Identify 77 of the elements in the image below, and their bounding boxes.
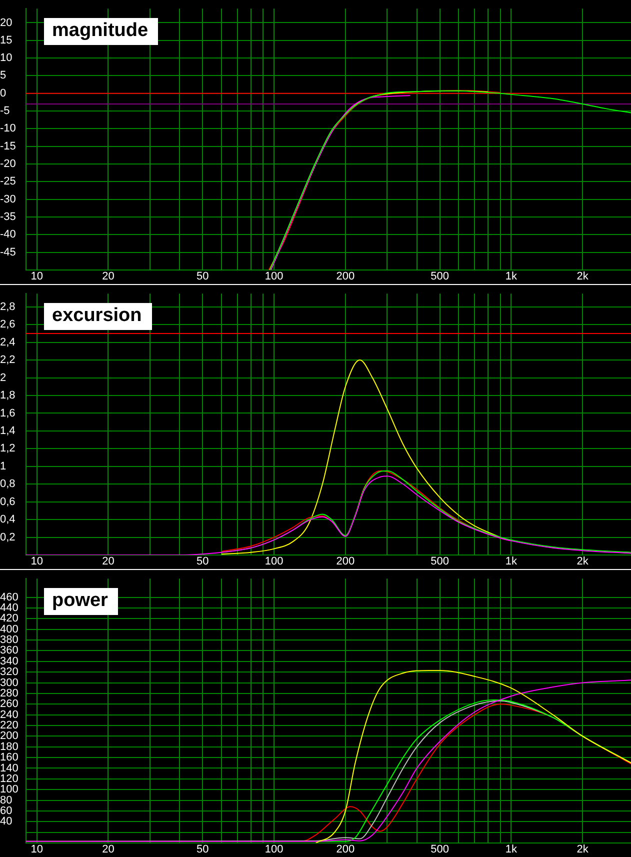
x-tick-label: 200 <box>336 270 355 283</box>
y-tick-label: 420 <box>0 612 18 625</box>
y-tick-label: 0,6 <box>0 496 16 508</box>
y-tick-label: 300 <box>0 676 18 689</box>
y-tick-label: 60 <box>0 804 12 817</box>
y-tick-label: 1,2 <box>0 442 16 455</box>
y-tick-label: -35 <box>0 211 16 224</box>
y-tick-label: 2,2 <box>0 354 16 366</box>
y-tick-label: -10 <box>0 122 16 135</box>
y-tick-label: 0,8 <box>0 478 16 490</box>
x-tick-label: 20 <box>102 270 114 283</box>
x-tick-label: 1k <box>505 556 518 568</box>
y-tick-label: 280 <box>0 687 18 700</box>
x-tick-label: 500 <box>430 556 449 568</box>
y-tick-label: 220 <box>0 720 18 732</box>
y-tick-label: 2,4 <box>0 336 16 348</box>
x-tick-label: 100 <box>264 270 284 283</box>
y-tick-label: -45 <box>0 246 16 258</box>
y-tick-label: -5 <box>0 105 10 118</box>
y-tick-label: -40 <box>0 228 16 241</box>
x-tick-label: 50 <box>196 556 209 568</box>
y-tick-label: -20 <box>0 158 16 170</box>
y-tick-label: 0,4 <box>0 514 16 526</box>
text: power <box>44 588 118 615</box>
x-tick-label: 2k <box>576 844 589 856</box>
y-tick-label: 5 <box>0 70 6 82</box>
y-tick-label: 260 <box>0 698 18 710</box>
y-tick-label: 180 <box>0 740 18 753</box>
y-tick-label: 1,6 <box>0 407 16 420</box>
y-tick-label: 1,4 <box>0 424 16 437</box>
x-tick-label: 10 <box>30 844 43 856</box>
text: excursion <box>44 303 152 330</box>
y-tick-label: 120 <box>0 772 18 785</box>
x-tick-label: 100 <box>264 844 284 856</box>
y-tick-label: 160 <box>0 752 18 764</box>
text: magnitude <box>44 18 158 45</box>
y-tick-label: -30 <box>0 193 16 206</box>
y-tick-label: 460 <box>0 591 18 604</box>
x-tick-label: 20 <box>102 844 114 856</box>
y-tick-label: 0 <box>0 87 6 100</box>
x-tick-label: 500 <box>430 844 449 856</box>
x-tick-label: 10 <box>30 270 43 283</box>
y-tick-label: 200 <box>0 730 18 742</box>
x-tick-label: 1k <box>505 844 518 856</box>
y-tick-label: 360 <box>0 644 18 657</box>
x-tick-label: 2k <box>576 556 589 568</box>
y-tick-label: 80 <box>0 794 12 806</box>
x-tick-label: 1k <box>505 270 518 283</box>
y-tick-label: 1 <box>0 460 6 472</box>
y-tick-label: -15 <box>0 140 16 152</box>
y-tick-label: 15 <box>0 34 12 46</box>
y-tick-label: 2,6 <box>0 318 16 331</box>
y-tick-label: 20 <box>0 16 12 29</box>
y-tick-label: 2 <box>0 372 6 384</box>
y-tick-label: 40 <box>0 816 12 828</box>
y-tick-label: 440 <box>0 602 18 614</box>
y-tick-label: 340 <box>0 655 18 668</box>
y-tick-label: 320 <box>0 666 18 678</box>
y-tick-label: 1,8 <box>0 390 16 402</box>
y-tick-label: 100 <box>0 784 18 796</box>
x-tick-label: 500 <box>430 270 449 283</box>
y-tick-label: -25 <box>0 176 16 188</box>
x-tick-label: 100 <box>264 556 284 568</box>
y-tick-label: 10 <box>0 52 12 64</box>
y-tick-label: 0,2 <box>0 531 16 544</box>
y-tick-label: 2,8 <box>0 300 16 313</box>
x-tick-label: 200 <box>336 844 355 856</box>
x-tick-label: 20 <box>102 556 114 568</box>
y-tick-label: 380 <box>0 634 18 646</box>
x-tick-label: 50 <box>196 270 209 283</box>
y-tick-label: 400 <box>0 623 18 636</box>
y-tick-label: 140 <box>0 762 18 774</box>
y-tick-label: 240 <box>0 708 18 721</box>
x-tick-label: 2k <box>576 270 589 283</box>
x-tick-label: 200 <box>336 556 355 568</box>
x-tick-label: 50 <box>196 844 209 856</box>
x-tick-label: 10 <box>30 556 43 568</box>
